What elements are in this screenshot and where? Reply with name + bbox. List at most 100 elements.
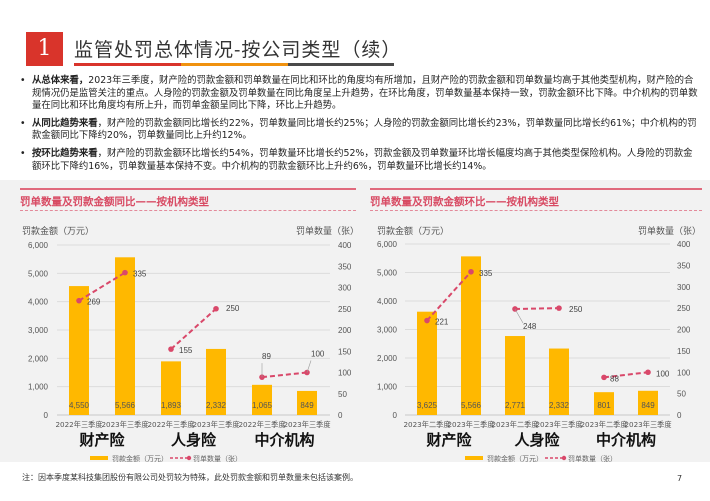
title-underline-dark [288, 63, 394, 66]
chart2-title: 罚单数量及罚款金额环比——按机构类型 [370, 196, 559, 208]
bullet-yoy: • 从同比趋势来看，财产险的罚款金额同比增长约22%，罚单数量同比增长约25%；… [18, 118, 698, 143]
chart2-line-value-label: 335 [479, 269, 493, 278]
chart1-line-point [168, 346, 174, 352]
chart1-line-point [122, 269, 128, 276]
bullet-dot: • [20, 75, 26, 86]
chart1-right-tick-label: 300 [338, 284, 352, 293]
bullet-dot: • [20, 147, 26, 159]
chart2-line-point [468, 268, 474, 275]
chart1-bar-value-label: 2,332 [206, 401, 227, 410]
chart2-left-tick-label: 2,000 [377, 354, 398, 363]
chart1-category-label: 2022年三季度 [147, 420, 194, 429]
chart1-legend-bar-label: 罚款金额（万元） [112, 454, 168, 463]
chart2-line-value-label: 250 [569, 305, 583, 314]
bullet-text: ，财产险的罚款金额环比增长约54%，罚单数量环比增长约52%，罚款金额及罚单数量… [32, 147, 693, 172]
chart2-right-axis-title: 罚单数量（张） [638, 227, 702, 237]
chart1-bar-value-label: 1,893 [161, 401, 182, 410]
chart1-group-label: 中介机构 [254, 431, 314, 449]
chart1-right-tick-label: 0 [338, 411, 343, 420]
chart1-left-tick-label: 6,000 [28, 241, 49, 250]
chart2-legend-line-label: 罚单数量（张） [568, 454, 617, 463]
bullet-text: ，财产险的罚款金额同比增长约22%，罚单数量同比增长约25%；人身险的罚款金额同… [32, 117, 697, 142]
bullet-lead: 从同比趋势来看 [32, 117, 98, 129]
chart2-right-tick-label: 400 [677, 240, 691, 249]
chart2-bar [549, 348, 569, 415]
chart2-bar-value-label: 3,625 [417, 401, 438, 410]
chart1-right-tick-label: 100 [338, 369, 352, 378]
chart1-line-value-label: 89 [262, 352, 271, 361]
chart2-right-tick-label: 350 [677, 261, 691, 270]
chart2-bar [638, 390, 658, 415]
chart1-group-label: 人身险 [171, 431, 217, 449]
chart1-left-axis-title: 罚款金额（万元） [22, 227, 95, 237]
chart2-legend-bar-label: 罚款金额（万元） [487, 454, 543, 463]
chart1-line-point [76, 297, 82, 304]
chart1-leader-line [306, 360, 312, 373]
chart2-left-tick-label: 4,000 [377, 297, 398, 306]
chart1-title: 罚单数量及罚款金额同比——按机构类型 [20, 196, 209, 208]
chart2-bar-value-label: 2,771 [505, 401, 526, 410]
chart1-title-dash [20, 210, 356, 211]
chart1-legend-bar-swatch [90, 456, 108, 460]
chart2-left-tick-label: 6,000 [377, 240, 398, 249]
chart2-bar-value-label: 5,566 [461, 401, 482, 410]
chart1-line-value-label: 335 [133, 270, 147, 279]
chart2-group-label: 人身险 [514, 431, 560, 449]
chart2-right-tick-label: 100 [677, 368, 691, 377]
chart2-right-tick-label: 0 [677, 411, 682, 420]
chart1-category-label: 2022年三季度 [55, 420, 102, 429]
chart2-category-label: 2023年二季度 [491, 420, 538, 429]
chart2-left-tick-label: 3,000 [377, 326, 398, 335]
chart1-line-segment [78, 271, 126, 302]
chart2-line-segment [514, 307, 560, 310]
chart2-category-label: 2023年二季度 [580, 420, 627, 429]
page-title: 监管处罚总体情况-按公司类型（续） [74, 39, 402, 61]
chart2-legend-bar-swatch [465, 456, 483, 460]
summary-bullets: • 从总体来看，2023年三季度，财产险的罚款金额和罚单数量在同比和环比的角度均… [18, 75, 698, 178]
chart1-line-value-label: 269 [87, 298, 101, 307]
bullet-qoq: • 按环比趋势来看，财产险的罚款金额环比增长约54%，罚单数量环比增长约52%，… [18, 148, 698, 173]
chart1-bar-value-label: 1,065 [252, 401, 273, 410]
chart2-line-value-label: 248 [523, 322, 537, 331]
chart2-category-label: 2023年三季度 [624, 420, 671, 429]
chart1-right-tick-label: 250 [338, 305, 352, 314]
chart1-bar-value-label: 5,566 [115, 401, 136, 410]
chart1-line-value-label: 155 [179, 346, 193, 355]
chart1-category-label: 2023年三季度 [283, 420, 330, 429]
chart1-bar [252, 384, 272, 415]
chart1-left-tick-label: 4,000 [28, 298, 49, 307]
page-number: 7 [677, 474, 683, 483]
chart1-bar [161, 361, 181, 415]
chart2-bar [461, 256, 481, 415]
chart1-legend-line-label: 罚单数量（张） [193, 454, 242, 463]
bullet-lead: 按环比趋势来看 [32, 147, 98, 159]
chart1-left-tick-label: 5,000 [28, 269, 49, 278]
chart2-category-label: 2023年三季度 [447, 420, 494, 429]
chart2-leader-line [514, 308, 524, 324]
chart1-category-label: 2023年三季度 [192, 420, 239, 429]
bullet-overall: • 从总体来看，2023年三季度，财产险的罚款金额和罚单数量在同比和环比的角度均… [18, 75, 698, 113]
chart2-bar [505, 336, 525, 415]
chart1-right-tick-label: 150 [338, 347, 352, 356]
chart2-line-segment [603, 371, 649, 379]
chart1-line-point [213, 305, 219, 312]
bullet-text: 2023年三季度，财产险的罚款金额和罚单数量在同比和环比的角度均有所增加，且财产… [32, 75, 698, 112]
chart2-right-tick-label: 200 [677, 326, 691, 335]
chart1-bar [297, 390, 317, 415]
section-number-badge: 1 [26, 32, 63, 66]
chart2-line-point [556, 305, 562, 311]
chart2-line-value-label: 88 [610, 374, 619, 383]
chart1-legend-line-marker [186, 455, 192, 461]
chart1-left-tick-label: 2,000 [28, 354, 49, 363]
title-underline-orange [181, 63, 288, 66]
chart2-bar-value-label: 849 [641, 401, 655, 410]
chart2-right-tick-label: 250 [677, 304, 691, 313]
chart2-group-label: 财产险 [426, 431, 472, 449]
chart1-category-label: 2022年三季度 [238, 420, 285, 429]
chart2-left-axis-title: 罚款金额（万元） [377, 227, 450, 237]
chart1-right-tick-label: 200 [338, 326, 352, 335]
chart1-line-segment [170, 308, 217, 350]
chart1-line-segment [261, 371, 308, 379]
chart2-line-value-label: 221 [435, 318, 449, 327]
